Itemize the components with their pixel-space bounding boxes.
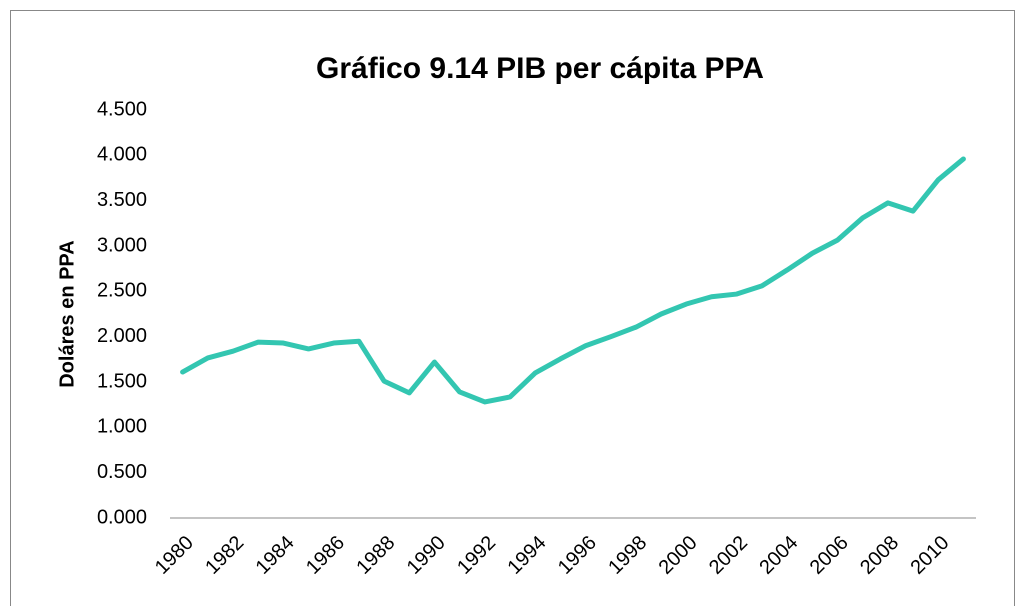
y-tick-label: 4.000 [97, 144, 147, 166]
y-tick-label: 0.500 [97, 461, 147, 483]
chart-title: Gráfico 9.14 PIB per cápita PPA [316, 52, 764, 85]
y-tick-label: 1.500 [97, 370, 147, 392]
data-line [180, 156, 966, 405]
y-tick-label: 3.000 [97, 234, 147, 256]
y-tick-label: 2.500 [97, 280, 147, 302]
y-axis-label: Doláres en PPA [56, 240, 78, 387]
y-tick-label: 0.000 [97, 506, 147, 528]
chart-frame [10, 10, 1015, 611]
y-tick-label: 3.500 [97, 189, 147, 211]
y-tick-label: 2.000 [97, 325, 147, 347]
y-tick-label: 4.500 [97, 98, 147, 120]
y-tick-label: 1.000 [97, 416, 147, 438]
